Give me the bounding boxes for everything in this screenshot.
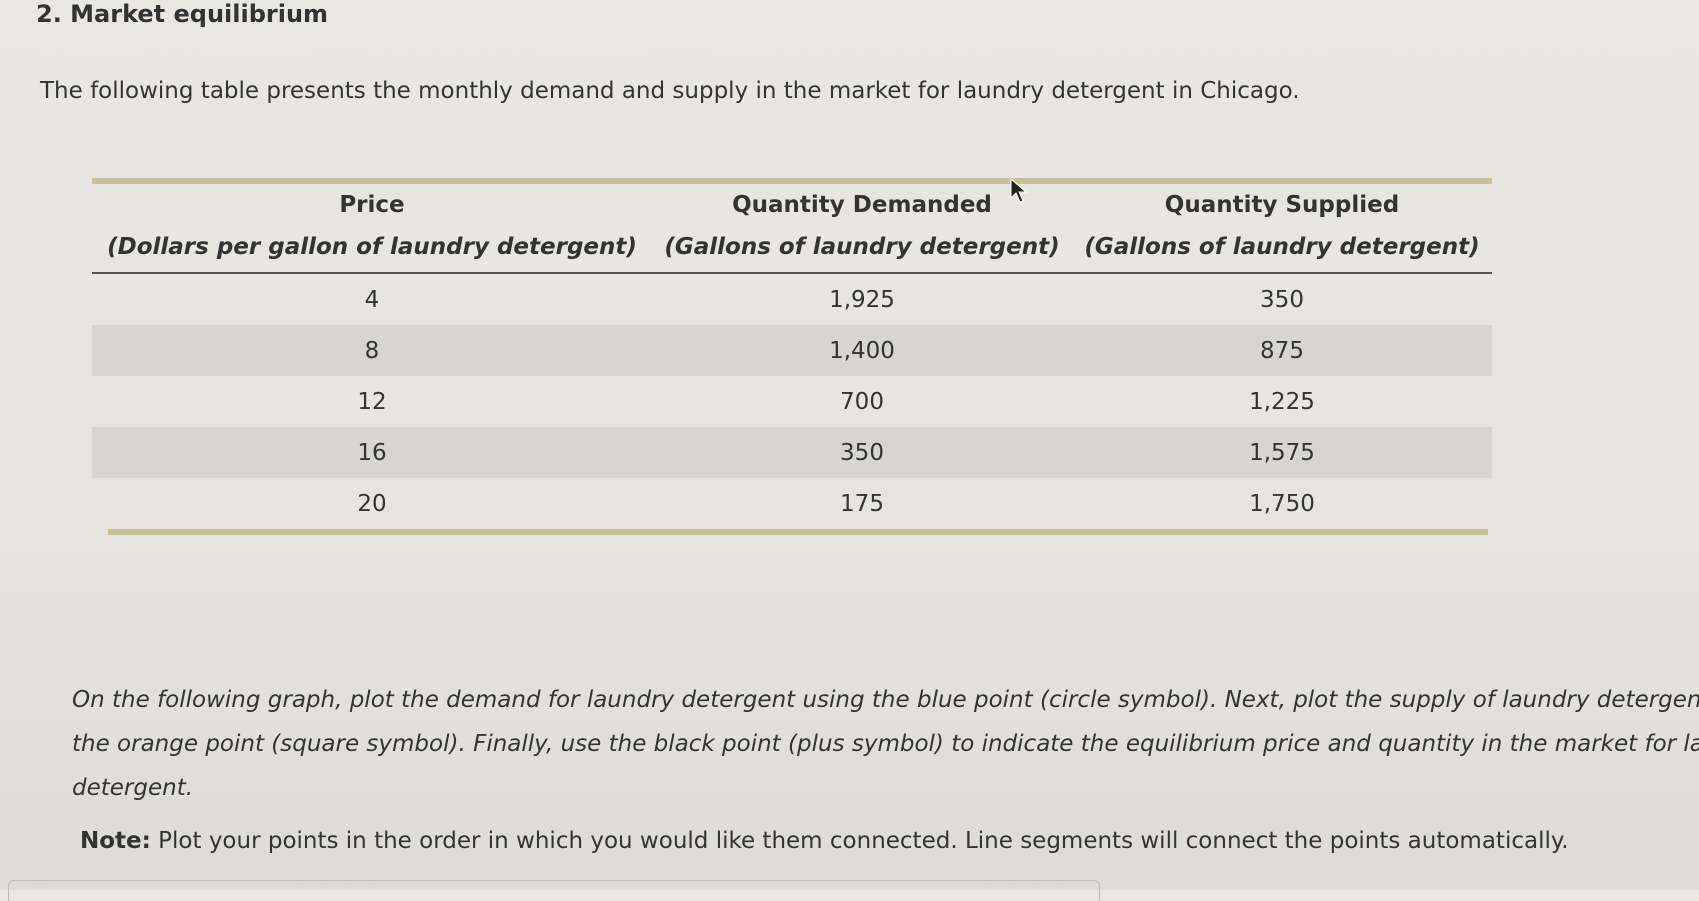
quantity-supplied-cell: 1,225 [1249,388,1315,415]
table-top-rule [92,178,1492,184]
note-text: Plot your points in the order in which y… [150,828,1569,854]
header-quantity-supplied-title: Quantity Supplied [1164,192,1400,218]
header-quantity-demanded-title: Quantity Demanded [732,192,992,218]
price-cell: 4 [364,286,380,313]
header-quantity-supplied-unit: (Gallons of laundry detergent) [1072,224,1492,274]
quantity-supplied-cell: 350 [1260,286,1304,313]
quantity-supplied-cell: 875 [1072,325,1492,376]
note-label: Note: [80,828,151,854]
price-cell: 8 [92,325,652,376]
graph-instructions: On the following graph, plot the demand … [72,678,1699,810]
header-price-title: Price [339,192,405,218]
question-intro: The following table presents the monthly… [40,78,1300,104]
mouse-pointer-icon [1010,178,1028,203]
price-cell: 16 [92,427,652,478]
quantity-demanded-cell: 1,925 [829,286,895,313]
table-header-row: Price Quantity Demanded Quantity Supplie… [92,184,1492,224]
question-title: 2. Market equilibrium [36,0,329,28]
table-row: 20 175 1,750 [92,478,1492,529]
quantity-demanded-cell: 1,400 [652,325,1072,376]
table-subheader-row: (Dollars per gallon of laundry detergent… [92,224,1492,274]
table-row: 8 1,400 875 [92,325,1492,376]
instructions-line-2: the orange point (square symbol). Finall… [72,731,1699,757]
plot-note: Note: Plot your points in the order in w… [80,828,1569,854]
demand-supply-table-container: Price Quantity Demanded Quantity Supplie… [92,178,1492,535]
table-row: 16 350 1,575 [92,427,1492,478]
header-price-unit: (Dollars per gallon of laundry detergent… [92,224,652,274]
instructions-line-1: On the following graph, plot the demand … [72,687,1699,713]
table-row: 4 1,925 350 [92,273,1492,325]
price-cell: 20 [357,490,387,517]
quantity-supplied-cell: 1,750 [1249,490,1315,517]
instructions-line-3: detergent. [72,775,194,801]
graph-panel-edge [8,880,1100,901]
table-bottom-rule [108,529,1488,535]
quantity-demanded-cell: 175 [840,490,884,517]
header-quantity-demanded-unit: (Gallons of laundry detergent) [652,224,1072,274]
price-cell: 12 [357,388,387,415]
quantity-supplied-cell: 1,575 [1072,427,1492,478]
quantity-demanded-cell: 350 [652,427,1072,478]
quantity-demanded-cell: 700 [840,388,884,415]
table-row: 12 700 1,225 [92,376,1492,427]
demand-supply-table: Price Quantity Demanded Quantity Supplie… [92,184,1492,529]
